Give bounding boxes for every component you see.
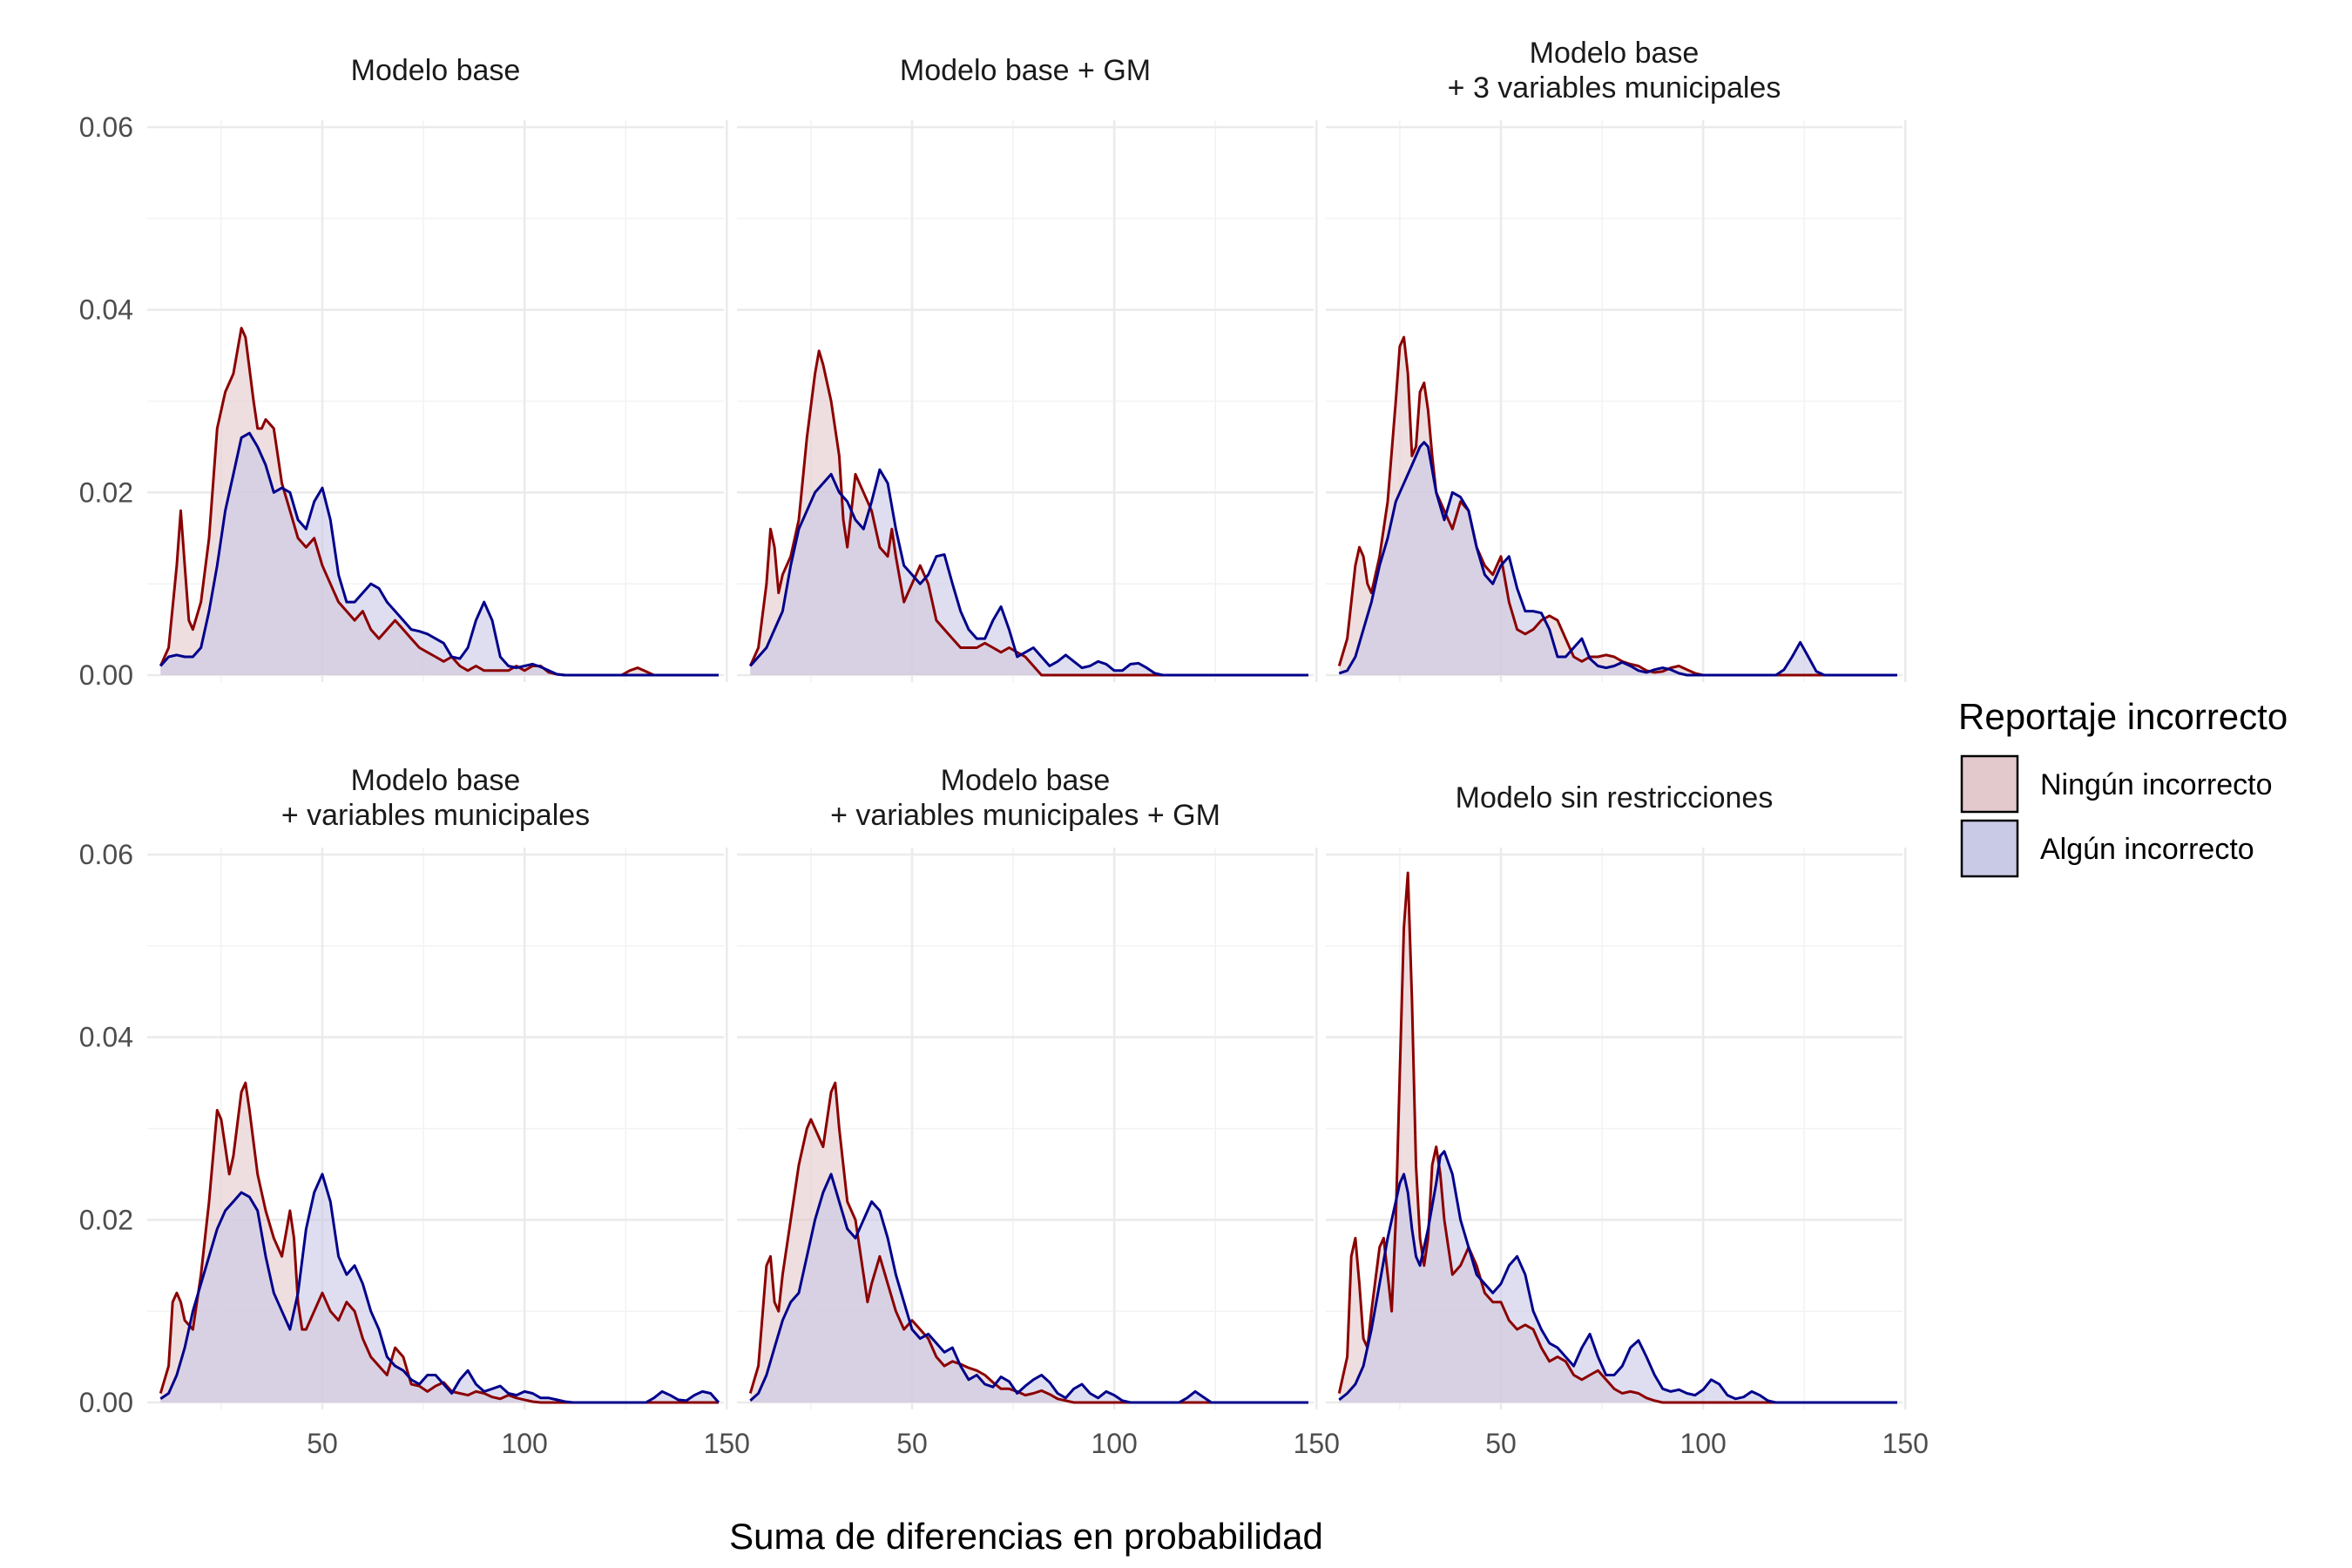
density-line-ninguno xyxy=(1337,335,1897,677)
x-tick-label: 50 xyxy=(307,1428,338,1459)
facet-panel-4: Modelo base+ variables municipales 0.00 0.… xyxy=(79,764,750,1459)
facet-panel-3: Modelo base+ 3 variables municipales xyxy=(1326,37,1907,682)
density-line-alguno xyxy=(1338,1150,1897,1404)
facet-panel-6: Modelo sin restricciones 50 100 150 xyxy=(1326,781,1929,1459)
density-line-alguno xyxy=(159,1173,720,1404)
facet-title-line: + variables municipales xyxy=(281,799,590,832)
density-area-alguno xyxy=(750,1173,1308,1402)
y-tick-label: 0.00 xyxy=(79,1387,133,1418)
density-area-alguno xyxy=(1339,1151,1897,1402)
facet-panel-2: Modelo base + GM xyxy=(737,54,1318,682)
y-tick-label: 0.02 xyxy=(79,476,133,508)
x-tick-label: 100 xyxy=(501,1428,547,1459)
density-area-alguno xyxy=(160,1173,720,1402)
legend-key-swatch xyxy=(1960,819,2019,878)
density-line-alguno xyxy=(749,1173,1308,1404)
facet-title-line: Modelo base xyxy=(1530,37,1700,70)
x-tick-label: 100 xyxy=(1680,1428,1726,1459)
y-tick-label: 0.06 xyxy=(79,112,133,143)
y-tick-label: 0.06 xyxy=(79,839,133,870)
x-tick-label: 150 xyxy=(704,1428,750,1459)
x-tick-label: 50 xyxy=(896,1428,928,1459)
legend-label: Ningún incorrecto xyxy=(2040,768,2272,801)
density-area-alguno xyxy=(1339,442,1897,675)
facet-title: Modelo sin restricciones xyxy=(1456,781,1774,814)
facet-title: Modelo base + GM xyxy=(900,54,1151,87)
facet-panel-1: Modelo base 0.00 0.02 0.04 0.06 xyxy=(79,54,728,691)
facet-title-line: Modelo base xyxy=(941,764,1111,797)
facet-title-line: + 3 variables municipales xyxy=(1448,71,1781,105)
density-line-ninguno xyxy=(748,349,1308,677)
facet-title-line: + variables municipales + GM xyxy=(830,799,1220,832)
density-line-alguno xyxy=(749,468,1308,677)
density-line-ninguno xyxy=(159,1081,719,1404)
facet-panel-5: Modelo base+ variables municipales + GM 5… xyxy=(737,764,1340,1459)
legend-label: Algún incorrecto xyxy=(2040,833,2254,866)
x-tick-label: 50 xyxy=(1485,1428,1517,1459)
density-line-alguno xyxy=(1338,441,1897,677)
facet-title-line: Modelo base xyxy=(351,764,521,797)
x-tick-label: 150 xyxy=(1882,1428,1929,1459)
y-tick-label: 0.00 xyxy=(79,659,133,691)
legend-title: Reportaje incorrecto xyxy=(1958,696,2288,737)
x-tick-label: 100 xyxy=(1091,1428,1137,1459)
density-line-alguno xyxy=(159,431,719,677)
density-line-ninguno xyxy=(1337,871,1897,1404)
x-tick-label: 150 xyxy=(1294,1428,1340,1459)
y-tick-label: 0.04 xyxy=(79,294,133,326)
x-axis-title: Suma de diferencias en probabilidad xyxy=(729,1516,1323,1557)
facet-title: Modelo base xyxy=(351,54,521,87)
legend-key-swatch xyxy=(1960,754,2019,814)
density-line-ninguno xyxy=(748,1081,1308,1404)
density-line-ninguno xyxy=(159,327,719,677)
y-tick-label: 0.02 xyxy=(79,1204,133,1235)
y-tick-label: 0.04 xyxy=(79,1022,133,1053)
density-area-alguno xyxy=(160,433,720,675)
legend: Reportaje incorrecto Ningún incorrecto Alg… xyxy=(1958,696,2288,878)
density-area-alguno xyxy=(750,470,1308,675)
